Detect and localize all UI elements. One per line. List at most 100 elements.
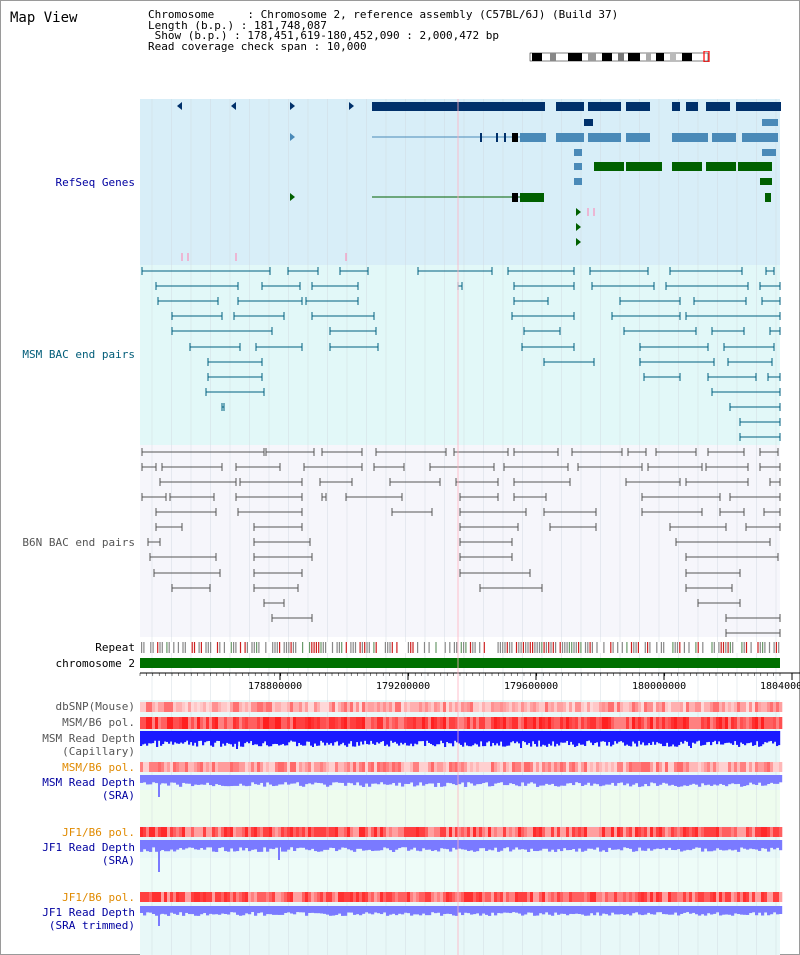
repeat-mark xyxy=(674,642,676,653)
heatmap-cell xyxy=(377,702,381,712)
depth-bar xyxy=(665,775,669,784)
heatmap-cell xyxy=(701,827,705,837)
heatmap-cell xyxy=(641,702,645,712)
depth-bar xyxy=(263,775,267,787)
depth-bar xyxy=(590,840,594,849)
heatmap-cell xyxy=(698,762,702,772)
chromosome-ideogram[interactable] xyxy=(528,51,711,62)
depth-bar xyxy=(227,840,231,852)
repeat-label[interactable]: Repeat xyxy=(95,641,135,654)
depth-bar xyxy=(587,840,591,849)
msm-b6-pol-sra-label[interactable]: MSM/B6 pol. xyxy=(62,761,135,774)
depth-bar xyxy=(196,731,199,747)
msm-bac-pairs-track[interactable] xyxy=(141,267,781,441)
depth-bar xyxy=(323,775,327,785)
depth-bar xyxy=(352,731,355,747)
heatmap-cell xyxy=(779,892,783,902)
jf1-b6-pol-trimmed-label[interactable]: JF1/B6 pol. xyxy=(62,891,135,904)
heatmap-cell xyxy=(455,827,459,837)
depth-bar xyxy=(522,731,525,742)
depth-bar xyxy=(282,731,285,744)
heatmap-cell xyxy=(599,762,603,772)
chromosome-2-label[interactable]: chromosome 2 xyxy=(55,657,135,670)
msm-bac-end-pairs-label[interactable]: MSM BAC end pairs xyxy=(22,348,135,361)
heatmap-cell xyxy=(452,827,456,837)
refseq-genes-label[interactable]: RefSeq Genes xyxy=(55,176,135,189)
heatmap-cell xyxy=(707,717,711,729)
depth-bar xyxy=(161,906,165,914)
gene-arrow xyxy=(290,102,295,110)
depth-bar xyxy=(767,775,771,785)
depth-bar xyxy=(455,775,459,786)
depth-bar xyxy=(473,840,477,852)
repeat-track[interactable] xyxy=(140,642,780,653)
heatmap-tracks[interactable] xyxy=(140,702,783,902)
dbsnp-mouse-label[interactable]: dbSNP(Mouse) xyxy=(55,700,135,713)
heatmap-cell xyxy=(173,762,177,772)
heatmap-cell xyxy=(602,827,606,837)
jf1-read-depth-trimmed-label[interactable]: JF1 Read Depth xyxy=(42,906,135,919)
depth-bar xyxy=(344,906,348,916)
gene-arrow xyxy=(290,193,295,201)
heatmap-cell xyxy=(464,717,468,729)
depth-bar xyxy=(197,840,201,850)
depth-bar xyxy=(688,731,691,746)
repeat-mark xyxy=(412,642,414,653)
depth-bar xyxy=(743,840,747,849)
position-axis xyxy=(139,672,800,680)
depth-bar xyxy=(572,731,575,745)
b6n-bac-pairs-track[interactable] xyxy=(141,448,781,637)
heatmap-cell xyxy=(779,762,783,772)
heatmap-cell xyxy=(398,892,402,902)
heatmap-cell xyxy=(761,702,765,712)
heatmap-cell xyxy=(410,827,414,837)
heatmap-cell xyxy=(275,717,279,729)
heatmap-cell xyxy=(725,892,729,902)
heatmap-cell xyxy=(458,702,462,712)
depth-bar xyxy=(599,840,603,852)
jf1-b6-pol-label[interactable]: JF1/B6 pol. xyxy=(62,826,135,839)
heatmap-cell xyxy=(413,892,417,902)
depth-bar xyxy=(600,731,603,742)
heatmap-cell xyxy=(752,892,756,902)
heatmap-cell xyxy=(224,717,228,729)
heatmap-cell xyxy=(446,762,450,772)
heatmap-cell xyxy=(446,702,450,712)
msm-read-depth-capillary-label[interactable]: MSM Read Depth xyxy=(42,732,135,745)
heatmap-cell xyxy=(737,702,741,712)
repeat-mark xyxy=(499,642,501,653)
heatmap-cell xyxy=(554,762,558,772)
heatmap-cell xyxy=(227,762,231,772)
heatmap-cell xyxy=(422,702,426,712)
depth-bar xyxy=(494,775,498,784)
depth-bar xyxy=(452,840,456,848)
heatmap-cell xyxy=(731,702,735,712)
heatmap-cell xyxy=(266,827,270,837)
msm-read-depth-sra-label[interactable]: MSM Read Depth xyxy=(42,776,135,789)
depth-bar xyxy=(755,775,759,785)
depth-bar xyxy=(450,731,453,744)
repeat-mark xyxy=(534,642,536,653)
depth-bar xyxy=(404,840,408,848)
heatmap-cell xyxy=(611,762,615,772)
depth-bar xyxy=(578,840,582,849)
heatmap-cell xyxy=(614,892,618,902)
depth-bar xyxy=(314,840,318,852)
heatmap-cell xyxy=(182,702,186,712)
depth-bar xyxy=(474,731,477,744)
jf1-read-depth-sra-label[interactable]: JF1 Read Depth xyxy=(42,841,135,854)
depth-bar xyxy=(224,775,228,787)
msm-b6-pol-label[interactable]: MSM/B6 pol. xyxy=(62,716,135,729)
read-depth-tracks[interactable] xyxy=(140,731,783,926)
heatmap-cell xyxy=(140,702,144,712)
repeat-mark xyxy=(672,642,674,653)
depth-bar xyxy=(378,731,381,744)
depth-bar xyxy=(155,775,159,784)
chromosome-2-bar[interactable] xyxy=(140,658,780,668)
depth-bar xyxy=(635,775,639,784)
heatmap-cell xyxy=(200,702,204,712)
depth-bar xyxy=(638,731,641,741)
depth-bar xyxy=(260,906,264,913)
b6n-bac-end-pairs-label[interactable]: B6N BAC end pairs xyxy=(22,536,135,549)
